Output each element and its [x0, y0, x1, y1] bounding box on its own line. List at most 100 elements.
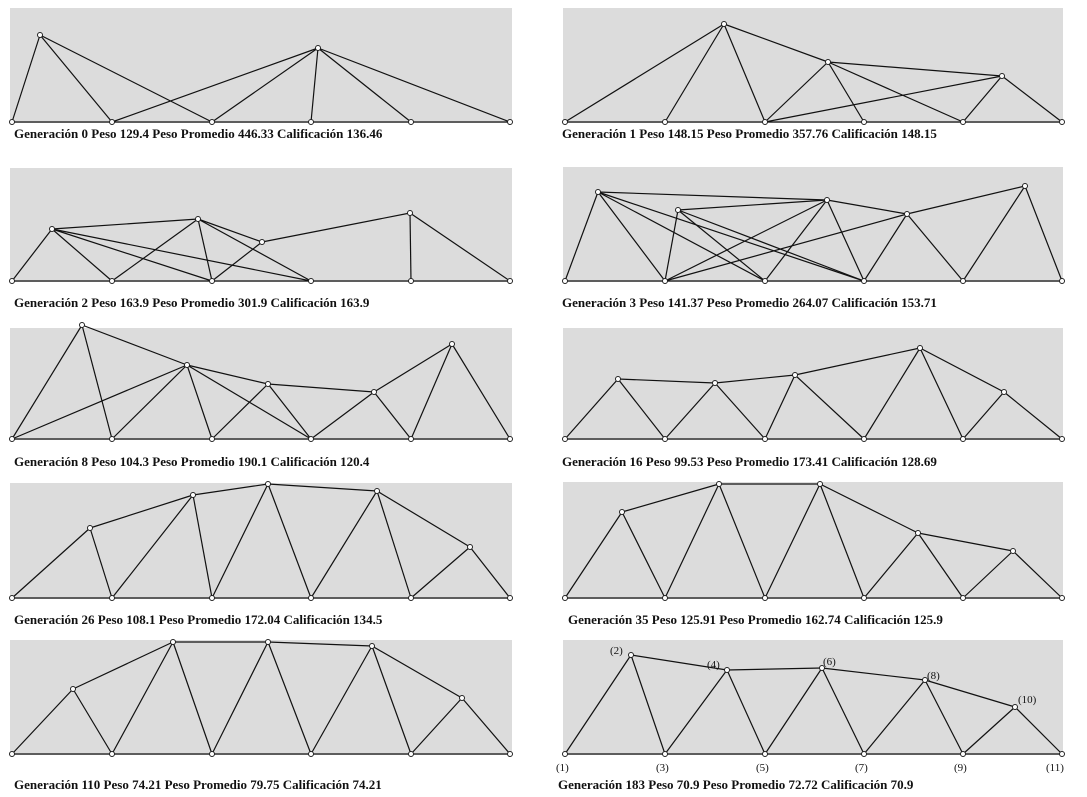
truss-member	[267, 641, 373, 647]
truss-node	[9, 751, 15, 757]
truss-member	[192, 494, 213, 599]
truss-node	[662, 595, 668, 601]
truss-member	[111, 47, 319, 123]
truss-member	[677, 209, 865, 282]
truss-node	[507, 595, 513, 601]
truss-node	[308, 751, 314, 757]
truss-member	[197, 218, 263, 243]
truss-node	[190, 492, 196, 498]
truss-node	[369, 643, 375, 649]
truss-node	[960, 278, 966, 284]
truss-node	[371, 389, 377, 395]
truss-member	[11, 364, 188, 440]
truss-node	[1059, 595, 1065, 601]
node-label-9: (9)	[954, 762, 967, 774]
truss-member	[621, 483, 720, 513]
truss-member	[186, 364, 213, 440]
truss-node	[408, 595, 414, 601]
truss-member	[764, 483, 821, 599]
truss-member	[764, 61, 829, 123]
truss-node	[265, 481, 271, 487]
truss-node	[308, 278, 314, 284]
truss-node	[315, 45, 321, 51]
truss-member	[89, 494, 194, 529]
truss-member	[764, 199, 828, 282]
truss-node	[70, 686, 76, 692]
panels-layer	[9, 8, 1065, 757]
truss-member	[826, 199, 865, 282]
truss-member	[72, 688, 113, 755]
truss-member	[863, 532, 919, 599]
truss-member	[89, 527, 113, 599]
caption-generation-8: Generación 8 Peso 104.3 Peso Promedio 19…	[14, 454, 370, 469]
truss-member	[677, 209, 766, 282]
truss-member	[962, 706, 1016, 755]
truss-node	[209, 278, 215, 284]
truss-node	[662, 119, 668, 125]
truss-node	[721, 21, 727, 27]
truss-member	[962, 391, 1005, 440]
truss-member	[827, 61, 865, 123]
panel-background	[563, 8, 1063, 123]
truss-member	[723, 23, 829, 63]
truss-node	[861, 278, 867, 284]
truss-member	[1024, 185, 1063, 282]
truss-member	[111, 364, 188, 440]
truss-member	[764, 75, 1003, 123]
truss-panel	[9, 322, 513, 442]
truss-panel	[562, 481, 1065, 601]
truss-member	[1003, 391, 1063, 440]
truss-member	[172, 641, 213, 755]
truss-member	[192, 483, 269, 496]
truss-node	[999, 73, 1005, 79]
truss-member	[821, 667, 926, 681]
truss-node	[915, 530, 921, 536]
node-label-6: (6)	[823, 656, 836, 668]
caption-generation-110: Generación 110 Peso 74.21 Peso Promedio …	[14, 777, 382, 792]
truss-panel	[562, 328, 1065, 442]
truss-member	[597, 191, 766, 282]
truss-member	[111, 218, 199, 282]
truss-node	[762, 278, 768, 284]
truss-member	[827, 61, 964, 123]
caption-generation-16: Generación 16 Peso 99.53 Peso Promedio 1…	[562, 454, 937, 469]
truss-node	[861, 119, 867, 125]
truss-node	[209, 595, 215, 601]
truss-member	[863, 679, 926, 755]
truss-node	[675, 207, 681, 213]
truss-node	[195, 216, 201, 222]
truss-member	[821, 667, 865, 755]
truss-member	[211, 483, 269, 599]
truss-node	[9, 595, 15, 601]
truss-panel	[9, 639, 513, 757]
truss-member	[267, 483, 378, 492]
caption-generation-183: Generación 183 Peso 70.9 Peso Promedio 7…	[558, 777, 914, 792]
node-label-5: (5)	[756, 762, 769, 774]
truss-member	[461, 697, 511, 755]
node-label-2: (2)	[610, 645, 623, 657]
truss-node	[265, 381, 271, 387]
truss-member	[564, 511, 623, 599]
truss-member	[409, 212, 511, 282]
truss-node	[37, 32, 43, 38]
truss-member	[373, 391, 412, 440]
truss-member	[410, 343, 453, 440]
truss-member	[664, 213, 908, 282]
truss-member	[261, 212, 411, 243]
truss-node	[184, 362, 190, 368]
truss-node	[109, 436, 115, 442]
truss-node	[467, 544, 473, 550]
truss-node	[9, 436, 15, 442]
truss-member	[726, 667, 823, 671]
truss-member	[617, 378, 666, 440]
truss-node	[109, 278, 115, 284]
truss-member	[51, 228, 312, 282]
truss-member	[962, 550, 1014, 599]
truss-member	[1014, 706, 1063, 755]
truss-node	[825, 59, 831, 65]
truss-member	[211, 383, 269, 440]
truss-member	[819, 483, 865, 599]
truss-member	[764, 667, 823, 755]
caption-generation-1: Generación 1 Peso 148.15 Peso Promedio 3…	[562, 126, 937, 141]
truss-member	[664, 209, 679, 282]
